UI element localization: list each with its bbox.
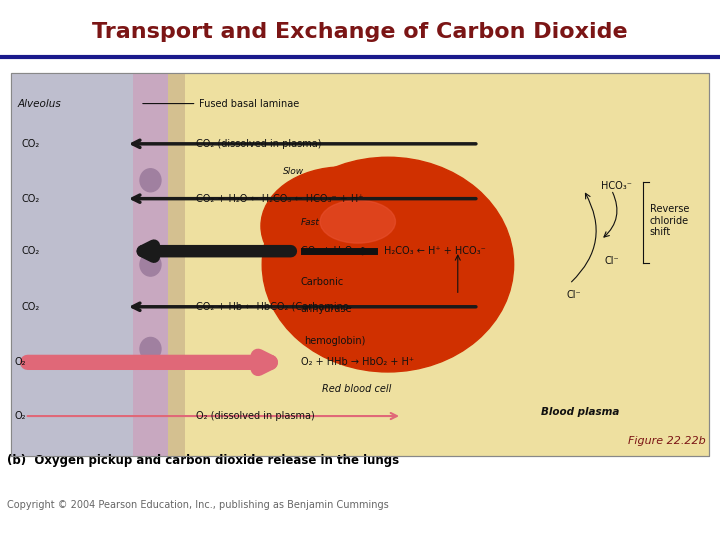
Text: CO₂: CO₂ [22,302,40,312]
Text: Reverse
chloride
shift: Reverse chloride shift [650,204,689,237]
Text: CO₂ + H₂O: CO₂ + H₂O [301,246,352,256]
Text: CO₂: CO₂ [22,194,40,204]
Bar [168,73,185,456]
Bar [133,73,168,456]
Text: Slow: Slow [283,167,305,177]
Text: Figure 22.22b: Figure 22.22b [628,435,706,445]
Ellipse shape [140,338,161,361]
Text: anhydrase: anhydrase [301,303,352,314]
Text: Cl⁻: Cl⁻ [605,256,619,266]
Text: CO₂ (dissolved in plasma): CO₂ (dissolved in plasma) [196,139,321,149]
Text: HCO₃⁻: HCO₃⁻ [601,181,632,191]
Text: O₂ (dissolved in plasma): O₂ (dissolved in plasma) [196,411,315,421]
Text: Copyright © 2004 Pearson Education, Inc., publishing as Benjamin Cummings: Copyright © 2004 Pearson Education, Inc.… [7,500,389,510]
Text: O₂: O₂ [14,411,26,421]
Bar [11,73,709,456]
Text: O₂: O₂ [14,357,26,367]
Text: Carbonic: Carbonic [301,277,344,287]
Ellipse shape [261,167,424,285]
Text: O₂ + HHb → HbO₂ + H⁺: O₂ + HHb → HbO₂ + H⁺ [301,357,414,367]
Text: Transport and Exchange of Carbon Dioxide: Transport and Exchange of Carbon Dioxide [92,22,628,42]
Text: (b)  Oxygen pickup and carbon dioxide release in the lungs: (b) Oxygen pickup and carbon dioxide rel… [7,454,400,467]
Text: Red blood cell: Red blood cell [322,384,391,394]
Bar [11,73,133,456]
Ellipse shape [140,168,161,192]
Text: CO₂: CO₂ [22,246,40,256]
Text: Cl⁻: Cl⁻ [566,291,580,300]
Text: CO₂ + Hb ← HbCO₂ (Carbamino-: CO₂ + Hb ← HbCO₂ (Carbamino- [196,302,352,312]
Text: Blood plasma: Blood plasma [541,407,619,417]
Ellipse shape [320,200,395,243]
Ellipse shape [140,253,161,276]
Text: Fused basal laminae: Fused basal laminae [143,99,300,109]
Bar [11,73,709,456]
Text: Fast: Fast [301,218,320,227]
Text: H₂CO₃ ← H⁺ + HCO₃⁻: H₂CO₃ ← H⁺ + HCO₃⁻ [384,246,486,256]
Text: CO₂: CO₂ [22,139,40,149]
Text: hemoglobin): hemoglobin) [304,336,366,346]
Text: CO₂ + H₂O ← H₂CO₃ ← HCO₃⁻ + H⁺: CO₂ + H₂O ← H₂CO₃ ← HCO₃⁻ + H⁺ [196,194,364,204]
Ellipse shape [262,157,513,372]
Text: Alveolus: Alveolus [18,99,61,109]
